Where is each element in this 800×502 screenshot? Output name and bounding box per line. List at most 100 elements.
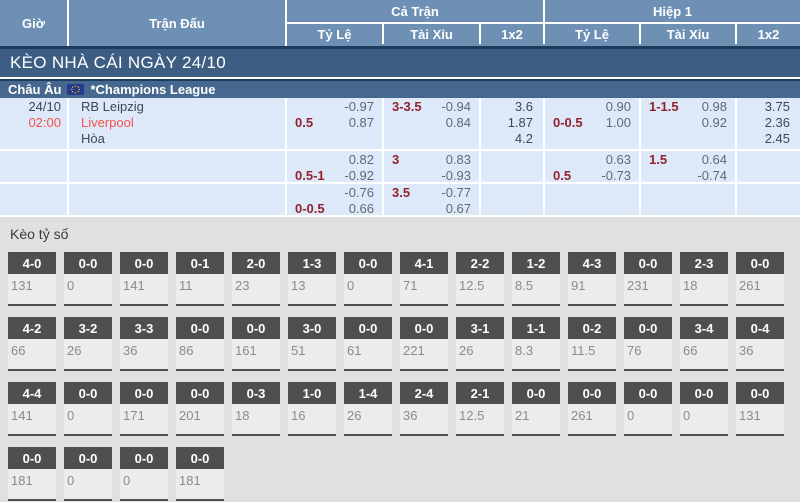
odds-value[interactable] bbox=[737, 168, 790, 184]
score-odds-cell[interactable]: 1-4 26 bbox=[344, 382, 392, 436]
odds-value[interactable]: -0.93 bbox=[441, 168, 471, 183]
ft-over-under-cell: 3 0.83 -0.93 bbox=[384, 151, 481, 183]
score-odds-cell[interactable]: 0-0 61 bbox=[344, 317, 392, 371]
score-badge: 1-2 bbox=[512, 252, 560, 274]
score-odds-cell[interactable]: 4-0 131 bbox=[8, 252, 56, 306]
score-odds-cell[interactable]: 0-0 0 bbox=[680, 382, 728, 436]
score-odds-cell[interactable]: 4-1 71 bbox=[400, 252, 448, 306]
score-odds-cell[interactable]: 2-2 12.5 bbox=[456, 252, 504, 306]
odds-value[interactable]: 0.83 bbox=[445, 152, 471, 167]
score-odds-cell[interactable]: 1-3 13 bbox=[288, 252, 336, 306]
odds-value[interactable] bbox=[737, 217, 790, 233]
odds-value[interactable]: 3.75 bbox=[764, 99, 790, 114]
odds-value[interactable]: 2.36 bbox=[764, 115, 790, 130]
score-odds-cell[interactable]: 0-0 131 bbox=[736, 382, 784, 436]
score-odds-cell[interactable]: 0-0 181 bbox=[8, 447, 56, 501]
score-odds-cell[interactable]: 0-0 261 bbox=[568, 382, 616, 436]
score-odds-cell[interactable]: 2-0 23 bbox=[232, 252, 280, 306]
score-badge: 4-1 bbox=[400, 252, 448, 274]
score-odds-cell[interactable]: 0-0 0 bbox=[624, 382, 672, 436]
score-odds-cell[interactable]: 0-0 181 bbox=[176, 447, 224, 501]
score-odds-cell[interactable]: 1-1 8.3 bbox=[512, 317, 560, 371]
odds-value[interactable]: -0.76 bbox=[344, 185, 374, 200]
odds-value[interactable]: 1.87 bbox=[507, 115, 533, 130]
odds-value[interactable]: 0.67 bbox=[445, 201, 471, 216]
odds-value[interactable]: 0.98 bbox=[701, 99, 727, 114]
score-odds-value: 66 bbox=[11, 343, 26, 358]
score-badge: 2-3 bbox=[680, 252, 728, 274]
league-name: *Champions League bbox=[90, 82, 216, 97]
score-row: 4-0 131 0-0 0 0-0 141 0-1 11 2-0 23 1-3 … bbox=[8, 252, 800, 306]
score-odds-cell[interactable]: 4-4 141 bbox=[8, 382, 56, 436]
ft-handicap-cell: -0.76 0-0.5 0.66 bbox=[287, 184, 384, 216]
odds-value[interactable] bbox=[737, 152, 790, 168]
odds-value[interactable]: 0.92 bbox=[701, 115, 727, 130]
score-odds-value: 26 bbox=[347, 408, 362, 423]
score-odds-cell[interactable]: 2-3 18 bbox=[680, 252, 728, 306]
odds-value[interactable]: -0.94 bbox=[441, 99, 471, 114]
score-odds-cell[interactable]: 0-0 171 bbox=[120, 382, 168, 436]
score-odds-cell[interactable]: 3-4 66 bbox=[680, 317, 728, 371]
score-odds-cell[interactable]: 1-2 8.5 bbox=[512, 252, 560, 306]
score-badge: 4-2 bbox=[8, 317, 56, 339]
score-odds-cell[interactable]: 0-3 18 bbox=[232, 382, 280, 436]
score-odds-cell[interactable]: 0-0 141 bbox=[120, 252, 168, 306]
score-odds-cell[interactable]: 4-3 91 bbox=[568, 252, 616, 306]
odds-value[interactable]: 4.2 bbox=[514, 131, 533, 146]
odds-value[interactable]: 0.64 bbox=[701, 152, 727, 167]
score-odds-cell[interactable]: 0-0 0 bbox=[344, 252, 392, 306]
score-odds-cell[interactable]: 0-0 201 bbox=[176, 382, 224, 436]
odds-value[interactable]: -0.97 bbox=[344, 99, 374, 114]
odds-value[interactable] bbox=[481, 168, 533, 184]
odds-value[interactable]: -0.92 bbox=[344, 168, 374, 183]
league-header[interactable]: Châu Âu *Champions League bbox=[0, 79, 800, 98]
odds-value[interactable]: 0.87 bbox=[348, 115, 374, 130]
subheader-h1-handicap: Tỷ Lệ bbox=[545, 24, 641, 44]
odds-value[interactable]: -0.73 bbox=[601, 168, 631, 183]
match-time-cell bbox=[0, 151, 69, 182]
score-odds-cell[interactable]: 0-0 0 bbox=[64, 252, 112, 306]
score-odds-cell[interactable]: 2-4 36 bbox=[400, 382, 448, 436]
score-odds-cell[interactable]: 2-1 12.5 bbox=[456, 382, 504, 436]
goal-line: 3-3.5 bbox=[392, 99, 422, 114]
score-odds-value: 131 bbox=[11, 278, 33, 293]
score-odds-cell[interactable]: 3-3 36 bbox=[120, 317, 168, 371]
score-odds-cell[interactable]: 3-1 26 bbox=[456, 317, 504, 371]
odds-value[interactable] bbox=[481, 152, 533, 168]
score-odds-cell[interactable]: 0-0 86 bbox=[176, 317, 224, 371]
score-odds-cell[interactable]: 0-0 261 bbox=[736, 252, 784, 306]
score-odds-cell[interactable]: 0-1 11 bbox=[176, 252, 224, 306]
odds-value[interactable]: -0.74 bbox=[697, 168, 727, 183]
correct-score-section: Kèo tỷ số 4-0 131 0-0 0 0-0 141 0-1 11 2… bbox=[0, 217, 800, 502]
odds-value[interactable]: 0.63 bbox=[605, 152, 631, 167]
odds-value[interactable]: 1.00 bbox=[605, 115, 631, 130]
score-odds-value: 0 bbox=[67, 278, 75, 293]
odds-value[interactable] bbox=[481, 201, 533, 217]
score-odds-cell[interactable]: 0-4 36 bbox=[736, 317, 784, 371]
odds-value[interactable]: 0.84 bbox=[445, 115, 471, 130]
score-odds-cell[interactable]: 4-2 66 bbox=[8, 317, 56, 371]
score-odds-cell[interactable]: 0-0 231 bbox=[624, 252, 672, 306]
score-odds-cell[interactable]: 0-0 21 bbox=[512, 382, 560, 436]
score-odds-cell[interactable]: 0-0 161 bbox=[232, 317, 280, 371]
odds-value[interactable] bbox=[737, 185, 790, 201]
odds-value[interactable]: -0.77 bbox=[441, 185, 471, 200]
score-odds-value: 21 bbox=[515, 408, 530, 423]
score-odds-cell[interactable]: 3-2 26 bbox=[64, 317, 112, 371]
odds-value[interactable] bbox=[481, 217, 533, 233]
odds-value[interactable]: 0.82 bbox=[348, 152, 374, 167]
odds-value[interactable] bbox=[737, 201, 790, 217]
odds-value[interactable]: 0.66 bbox=[348, 201, 374, 216]
score-odds-cell[interactable]: 0-0 76 bbox=[624, 317, 672, 371]
score-odds-cell[interactable]: 1-0 16 bbox=[288, 382, 336, 436]
score-odds-cell[interactable]: 0-0 0 bbox=[120, 447, 168, 501]
score-odds-cell[interactable]: 0-0 0 bbox=[64, 382, 112, 436]
odds-value[interactable]: 0.90 bbox=[605, 99, 631, 114]
score-odds-cell[interactable]: 3-0 51 bbox=[288, 317, 336, 371]
score-odds-cell[interactable]: 0-2 11.5 bbox=[568, 317, 616, 371]
score-odds-cell[interactable]: 0-0 221 bbox=[400, 317, 448, 371]
odds-value[interactable] bbox=[481, 185, 533, 201]
odds-value[interactable]: 2.45 bbox=[764, 131, 790, 146]
odds-value[interactable]: 3.6 bbox=[514, 99, 533, 114]
score-odds-cell[interactable]: 0-0 0 bbox=[64, 447, 112, 501]
